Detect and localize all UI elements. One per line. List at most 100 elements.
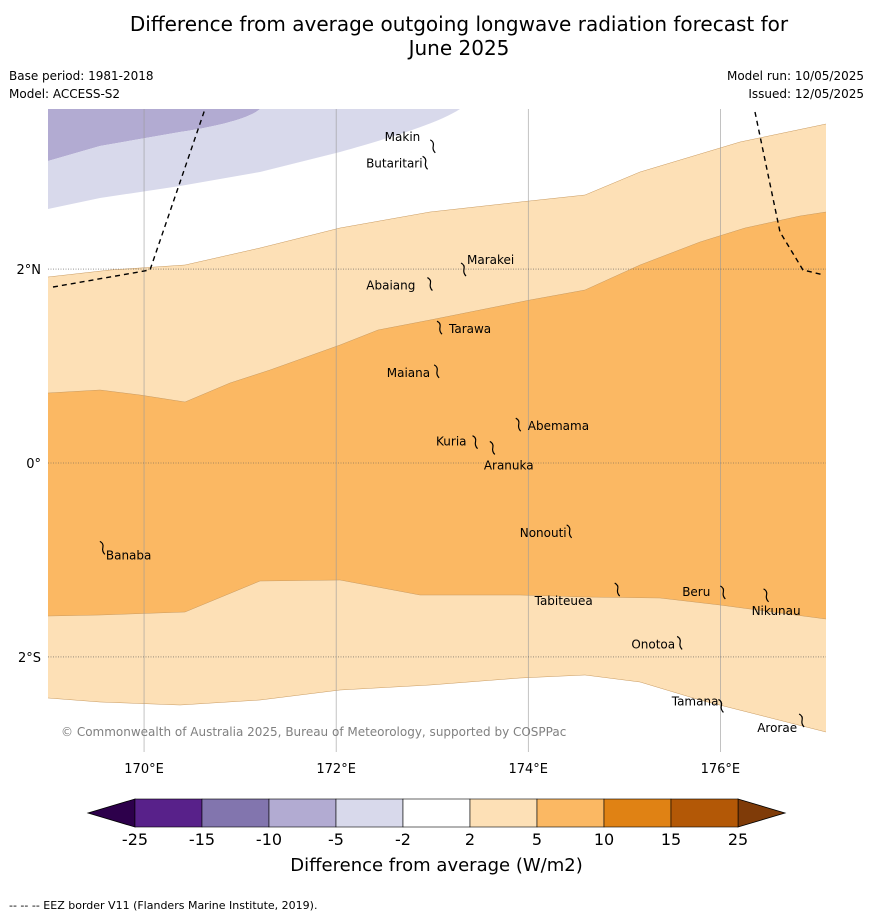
island-outline — [422, 155, 429, 170]
colorbar-tick-label: -2 — [395, 830, 411, 849]
island-nonouti — [566, 524, 573, 539]
island-kuria — [472, 435, 478, 450]
island-beru — [720, 585, 726, 600]
metadata-left: Base period: 1981-2018 Model: ACCESS-S2 — [9, 67, 154, 103]
colorbar-bin — [603, 798, 672, 828]
island-outline — [489, 440, 496, 455]
island-maiana — [433, 364, 440, 379]
island-tabiteuea — [614, 582, 621, 597]
island-outline — [720, 585, 726, 600]
colorbar-bin — [469, 798, 538, 828]
colorbar-bin — [335, 798, 404, 828]
anomaly-fill-layer: Makin Butaritari Marakei Abaiang Tarawa Maian… — [48, 109, 826, 752]
island-label: Abemama — [528, 419, 589, 433]
islands-layer: Makin Butaritari Marakei Abaiang Tarawa Maian… — [99, 130, 805, 735]
colorbar-tick-label: -10 — [256, 830, 282, 849]
colorbar-bin — [536, 798, 605, 828]
island-label: Nonouti — [520, 526, 567, 540]
band-neg10-to-neg5 — [48, 109, 260, 161]
colorbar-tick-label: 10 — [594, 830, 614, 849]
model-run-text: Model run: 10/05/2025 — [726, 69, 864, 83]
island-banaba — [99, 540, 106, 555]
island-outline — [427, 277, 433, 291]
island-nikunau — [763, 588, 770, 603]
island-label: Arorae — [757, 721, 797, 735]
island-outline — [763, 588, 770, 603]
island-tamana — [718, 698, 724, 713]
colorbar-tick-label: 25 — [728, 830, 748, 849]
band-5-to-10 — [48, 212, 826, 619]
colorbar-tick-label: -25 — [122, 830, 148, 849]
island-marakei — [460, 262, 467, 277]
title-line-2: June 2025 — [408, 36, 510, 60]
colorbar-tick-label: -5 — [328, 830, 344, 849]
island-label: Makin — [385, 130, 421, 144]
island-label: Tamana — [671, 694, 719, 708]
island-outline — [99, 540, 106, 555]
island-abaiang — [427, 277, 433, 291]
island-makin — [429, 139, 436, 154]
eez-border — [52, 109, 825, 288]
band-neg5-to-neg2 — [48, 109, 460, 209]
island-outline — [798, 713, 805, 728]
island-abemama — [515, 417, 522, 432]
island-label: Onotoa — [631, 637, 675, 651]
colorbar-bin — [201, 798, 270, 828]
island-label: Tabiteuea — [534, 594, 593, 608]
lat-tick-label: 2°S — [18, 651, 41, 666]
island-label: Abaiang — [366, 279, 415, 293]
island-outline — [433, 364, 440, 379]
island-label: Butaritari — [366, 156, 423, 170]
island-outline — [436, 320, 443, 335]
issued-text: Issued: 12/05/2025 — [748, 87, 864, 101]
colorbar-over-arrow — [737, 798, 787, 828]
lat-tick-label: 2°N — [17, 263, 42, 278]
lon-tick-label: 174°E — [508, 762, 548, 777]
colorbar-tick-label: 5 — [532, 830, 542, 849]
graticule — [48, 109, 826, 752]
base-period-text: Base period: 1981-2018 — [9, 69, 154, 83]
copyright-text: © Commonwealth of Australia 2025, Bureau… — [61, 725, 566, 739]
island-outline — [460, 262, 467, 277]
latitude-tick-labels: 2°N 0° 2°S — [17, 263, 42, 666]
island-onotoa — [676, 635, 683, 650]
island-butaritari — [422, 155, 429, 170]
eez-border-footnote: -- -- -- EEZ border V11 (Flanders Marine… — [9, 899, 318, 912]
island-tarawa — [436, 320, 443, 335]
island-outline — [566, 524, 573, 539]
model-text: Model: ACCESS-S2 — [9, 87, 121, 101]
island-outline — [718, 698, 724, 713]
island-outline — [472, 435, 478, 450]
lat-tick-label: 0° — [26, 457, 41, 472]
island-label: Tarawa — [448, 322, 491, 336]
island-label: Nikunau — [752, 604, 801, 618]
island-label: Kuria — [436, 435, 467, 449]
island-outline — [676, 635, 683, 650]
island-label: Banaba — [106, 548, 152, 562]
island-label: Beru — [682, 585, 710, 599]
colorbar-bin — [268, 798, 337, 828]
colorbar-tick-label: 15 — [661, 830, 681, 849]
island-outline — [515, 417, 522, 432]
colorbar-tick-label: 2 — [465, 830, 475, 849]
colorbar-bin — [134, 798, 203, 828]
colorbar-tick-label: -15 — [189, 830, 215, 849]
island-label: Aranuka — [484, 458, 534, 472]
island-outline — [614, 582, 621, 597]
colorbar-under-arrow — [86, 798, 136, 828]
colorbar-bin — [670, 798, 739, 828]
lon-tick-label: 176°E — [701, 762, 741, 777]
island-outline — [429, 139, 436, 154]
lon-tick-label: 170°E — [124, 762, 164, 777]
chart-title: Difference from average outgoing longwav… — [0, 12, 873, 60]
contour-lines — [48, 123, 826, 733]
island-label: Maiana — [387, 366, 430, 380]
title-line-1: Difference from average outgoing longwav… — [129, 12, 789, 36]
metadata-right: Model run: 10/05/2025 Issued: 12/05/2025 — [727, 67, 864, 103]
island-label: Marakei — [467, 253, 514, 267]
longitude-tick-labels: 170°E 172°E 174°E 176°E — [124, 762, 740, 777]
colorbar-bin — [402, 798, 471, 828]
lon-tick-label: 172°E — [316, 762, 356, 777]
